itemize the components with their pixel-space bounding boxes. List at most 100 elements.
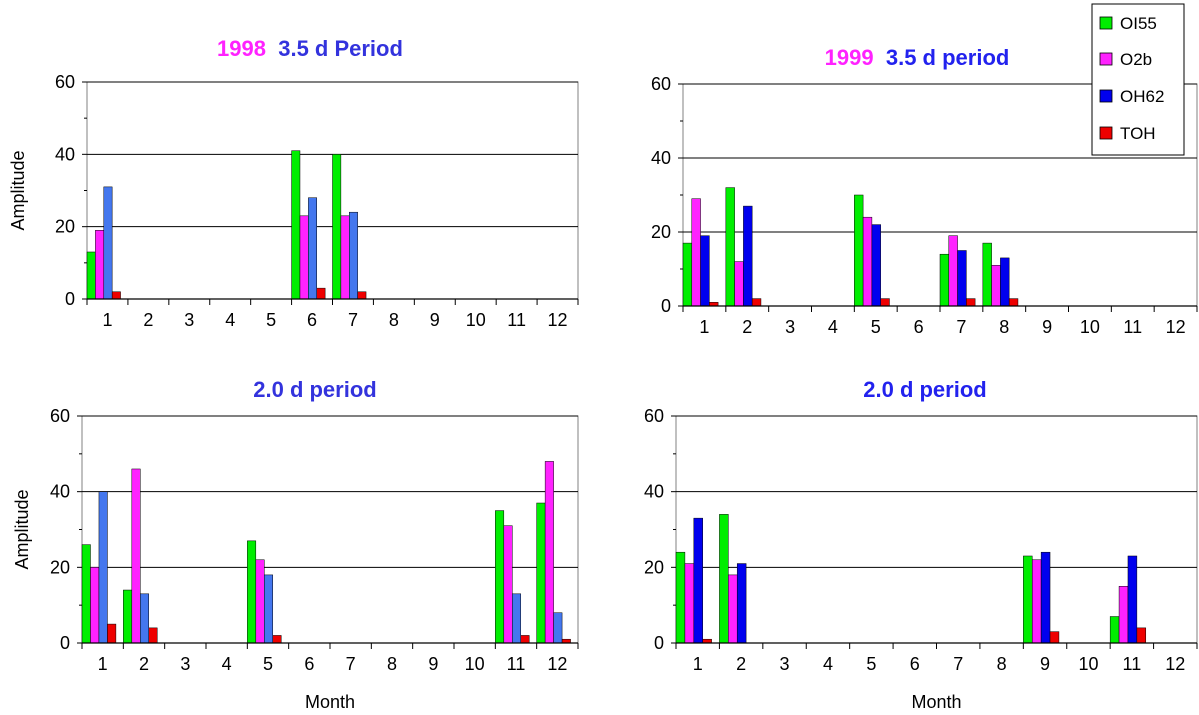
bar-toh-month-6 bbox=[316, 287, 326, 300]
y-tick-label: 60 bbox=[651, 74, 671, 94]
bar-o2b-month-1 bbox=[90, 567, 100, 644]
x-tick-label: 7 bbox=[956, 317, 966, 337]
x-tick-label: 3 bbox=[785, 317, 795, 337]
chart-title-year: 1998 bbox=[217, 36, 278, 61]
bar-oh62-month-12 bbox=[553, 612, 563, 644]
x-tick-label: 2 bbox=[139, 654, 149, 674]
chart-title: 1999 3.5 d period bbox=[825, 45, 1010, 70]
x-tick-label: 8 bbox=[999, 317, 1009, 337]
x-tick-label: 2 bbox=[736, 654, 746, 674]
bar-oh62-month-1 bbox=[693, 517, 703, 644]
x-tick-label: 4 bbox=[823, 654, 833, 674]
bar-oh62-month-9 bbox=[1040, 551, 1051, 644]
x-tick-label: 7 bbox=[348, 310, 358, 330]
x-tick-label: 6 bbox=[304, 654, 314, 674]
x-tick-label: 9 bbox=[428, 654, 438, 674]
legend-label-toh: TOH bbox=[1120, 124, 1156, 143]
bar-oi55-month-7 bbox=[332, 154, 342, 300]
x-tick-label: 7 bbox=[953, 654, 963, 674]
x-tick-label: 8 bbox=[997, 654, 1007, 674]
bar-toh-month-7 bbox=[966, 298, 976, 307]
chart-title-period: 2.0 d period bbox=[863, 377, 986, 402]
chart-title: 1998 3.5 d Period bbox=[217, 36, 403, 61]
bar-oi55-month-2 bbox=[719, 514, 729, 644]
bar-o2b-month-11 bbox=[503, 525, 513, 644]
bar-oh62-month-11 bbox=[1127, 555, 1138, 644]
x-tick-label: 9 bbox=[430, 310, 440, 330]
bar-oi55-month-7 bbox=[939, 253, 950, 307]
y-axis-label: Amplitude bbox=[12, 489, 32, 569]
x-tick-label: 1 bbox=[98, 654, 108, 674]
x-tick-label: 2 bbox=[742, 317, 752, 337]
x-tick-label: 6 bbox=[307, 310, 317, 330]
legend-label-o2b: O2b bbox=[1120, 50, 1152, 69]
y-tick-label: 40 bbox=[651, 148, 671, 168]
x-tick-label: 10 bbox=[466, 310, 486, 330]
bar-oi55-month-5 bbox=[247, 540, 257, 644]
legend-label-oh62: OH62 bbox=[1120, 87, 1164, 106]
x-tick-label: 2 bbox=[143, 310, 153, 330]
x-tick-label: 3 bbox=[780, 654, 790, 674]
y-tick-label: 40 bbox=[50, 482, 70, 502]
x-tick-label: 12 bbox=[1165, 654, 1185, 674]
x-tick-label: 11 bbox=[1123, 317, 1142, 337]
bar-oi55-month-5 bbox=[854, 194, 864, 307]
y-tick-label: 60 bbox=[50, 406, 70, 426]
x-tick-label: 11 bbox=[507, 654, 526, 674]
bar-oh62-month-5 bbox=[264, 574, 274, 644]
legend-swatch-oi55 bbox=[1099, 16, 1113, 30]
y-tick-label: 0 bbox=[65, 289, 75, 309]
bar-o2b-month-2 bbox=[734, 261, 744, 307]
bar-toh-month-11 bbox=[1136, 627, 1147, 644]
bar-o2b-month-1 bbox=[684, 563, 695, 644]
x-tick-label: 5 bbox=[866, 654, 876, 674]
bar-oi55-month-2 bbox=[123, 589, 133, 644]
bar-oh62-month-7 bbox=[957, 250, 967, 307]
x-tick-label: 5 bbox=[266, 310, 276, 330]
bar-oh62-month-11 bbox=[512, 593, 522, 644]
chart-title-year: 1999 bbox=[825, 45, 886, 70]
bar-toh-month-7 bbox=[357, 291, 367, 300]
bar-oh62-month-1 bbox=[98, 491, 108, 644]
bar-o2b-month-2 bbox=[131, 468, 141, 644]
x-tick-label: 10 bbox=[465, 654, 485, 674]
bar-oh62-month-6 bbox=[308, 197, 317, 300]
y-tick-label: 60 bbox=[55, 72, 75, 92]
bar-oi55-month-12 bbox=[536, 502, 546, 644]
bar-oh62-month-1 bbox=[103, 186, 113, 300]
legend-label-oi55: OI55 bbox=[1120, 14, 1157, 33]
bar-toh-month-5 bbox=[272, 635, 282, 644]
bar-toh-month-1 bbox=[107, 623, 117, 644]
chart-title: 2.0 d period bbox=[253, 377, 376, 402]
bar-oh62-month-7 bbox=[349, 211, 358, 300]
bar-o2b-month-8 bbox=[991, 265, 1001, 307]
bar-o2b-month-11 bbox=[1118, 586, 1129, 644]
y-tick-label: 0 bbox=[661, 296, 671, 316]
x-tick-label: 5 bbox=[263, 654, 273, 674]
bar-o2b-month-5 bbox=[255, 559, 265, 644]
bar-o2b-month-6 bbox=[299, 215, 309, 300]
x-tick-label: 6 bbox=[910, 654, 920, 674]
bar-oh62-month-2 bbox=[736, 563, 747, 644]
x-tick-label: 8 bbox=[389, 310, 399, 330]
bar-oi55-month-1 bbox=[675, 551, 686, 644]
y-tick-label: 40 bbox=[55, 144, 75, 164]
bar-oi55-month-1 bbox=[81, 544, 91, 644]
x-tick-label: 9 bbox=[1040, 654, 1050, 674]
bar-oi55-month-6 bbox=[291, 150, 301, 300]
bar-o2b-month-5 bbox=[862, 216, 873, 307]
bar-oh62-month-5 bbox=[871, 224, 881, 307]
x-tick-label: 1 bbox=[102, 310, 112, 330]
x-tick-label: 12 bbox=[548, 310, 568, 330]
x-tick-label: 12 bbox=[1166, 317, 1186, 337]
bar-toh-month-8 bbox=[1008, 298, 1019, 307]
y-tick-label: 20 bbox=[50, 557, 70, 577]
x-tick-label: 8 bbox=[387, 654, 397, 674]
bar-oh62-month-8 bbox=[1000, 257, 1010, 307]
bar-oi55-month-2 bbox=[725, 187, 735, 307]
y-tick-label: 20 bbox=[651, 222, 671, 242]
legend: OI55 O2b OH62 TOH bbox=[1091, 3, 1185, 156]
bar-o2b-month-2 bbox=[728, 574, 738, 644]
